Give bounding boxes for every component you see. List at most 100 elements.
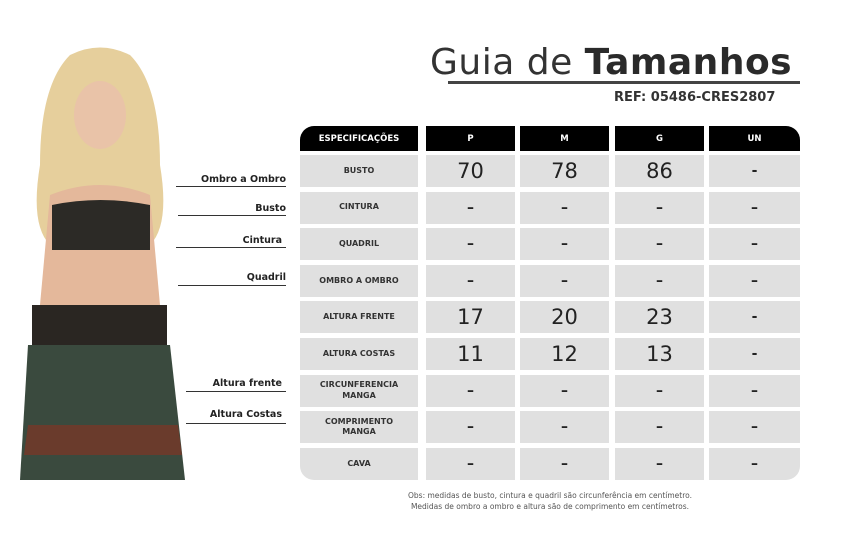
size-value: - [751,163,758,179]
reference-code: REF: 05486-CRES2807 [614,90,776,105]
measure-label-busto: Busto [255,203,286,214]
size-value: – [656,272,663,289]
table-cell: – [426,191,515,224]
size-value: – [467,272,474,289]
measure-label-quadril: Quadril [246,272,286,283]
table-cell-spec: ALTURA FRENTE [300,301,418,334]
table-cell: – [520,374,609,407]
size-value: – [561,455,568,472]
size-value: – [656,382,663,399]
size-value: – [467,236,474,253]
measure-label-ombro: Ombro a Ombro [201,174,286,185]
footnote: Obs: medidas de busto, cintura e quadril… [300,490,800,513]
size-value: – [467,455,474,472]
size-value: – [467,382,474,399]
table-cell-spec: BUSTO [300,155,418,187]
table-cell: – [426,374,515,407]
measure-label-cintura: Cintura [242,235,282,246]
size-value: 70 [457,159,484,183]
header-spec: ESPECIFICAÇÕES [300,126,418,151]
table-cell: - [709,338,800,370]
table-cell: – [615,374,704,407]
table-cell-spec: ALTURA COSTAS [300,338,418,370]
size-value: 12 [551,342,578,366]
table-cell: – [426,447,515,480]
size-value: – [656,419,663,436]
model-photo [20,47,185,480]
size-value: - [751,346,758,362]
size-value: 13 [646,342,673,366]
measure-line [176,247,286,248]
table-cell-spec: CIRCUNFERENCIA MANGA [300,374,418,407]
table-cell: 17 [426,301,515,334]
measure-line [176,186,286,187]
table-cell: – [709,447,800,480]
measure-line [186,391,286,392]
table-cell-spec: OMBRO A OMBRO [300,264,418,297]
table-cell: 23 [615,301,704,334]
spec-label: CINTURA [339,202,379,212]
table-cell: – [615,191,704,224]
table-cell: 11 [426,338,515,370]
table-cell: 70 [426,155,515,187]
table-cell: – [615,228,704,261]
footnote-line: Obs: medidas de busto, cintura e quadril… [408,491,692,500]
measure-label-altura-costas: Altura Costas [209,409,282,420]
table-cell: – [709,264,800,297]
table-cell: – [520,447,609,480]
size-value: – [751,199,758,216]
footnote-line: Medidas de ombro a ombro e altura são de… [410,502,690,512]
table-cell: – [615,447,704,480]
spec-label: COMPRIMENTO MANGA [324,416,393,437]
spec-label: ALTURA FRENTE [323,312,395,322]
size-value: 78 [551,159,578,183]
table-cell: 86 [615,155,704,187]
table-cell: – [709,411,800,444]
table-cell: 20 [520,301,609,334]
size-value: – [656,199,663,216]
size-value: – [561,236,568,253]
table-cell: - [709,301,800,334]
size-value: – [561,419,568,436]
table-cell-spec: COMPRIMENTO MANGA [300,411,418,444]
spec-label: QUADRIL [338,238,380,248]
table-cell: – [426,264,515,297]
table-cell: 78 [520,155,609,187]
size-value: – [656,455,663,472]
table-cell: – [615,411,704,444]
size-value: – [751,272,758,289]
table-cell-spec: CAVA [300,447,418,480]
size-value: - [751,309,758,326]
spec-label: ALTURA COSTAS [322,348,396,358]
page-title: Guia de Tamanhos [430,42,792,83]
size-value: – [751,236,758,253]
measure-label-altura-frente: Altura frente [212,378,282,389]
table-cell-spec: CINTURA [300,191,418,224]
size-value: 11 [457,342,484,366]
table-cell: 13 [615,338,704,370]
size-value: 23 [646,305,673,330]
spec-label: BUSTO [343,165,375,175]
spec-label: OMBRO A OMBRO [319,275,399,285]
size-value: – [561,199,568,216]
header-m: M [520,126,609,151]
table-cell: – [709,228,800,261]
size-value: – [751,455,758,472]
measure-line [178,285,286,286]
measure-line [186,423,286,424]
size-value: – [656,236,663,253]
table-cell: – [709,374,800,407]
size-value: – [561,272,568,289]
table-cell: – [615,264,704,297]
header-un: UN [709,126,800,151]
size-value: 86 [646,159,673,183]
title-underline [448,81,800,84]
size-value: 17 [457,305,484,330]
spec-label: CAVA [347,458,371,468]
size-value: – [467,199,474,216]
header-p: P [426,126,515,151]
size-value: – [751,419,758,436]
title-bold: Tamanhos [584,42,793,83]
size-value: – [467,419,474,436]
title-regular: Guia de [430,42,585,83]
